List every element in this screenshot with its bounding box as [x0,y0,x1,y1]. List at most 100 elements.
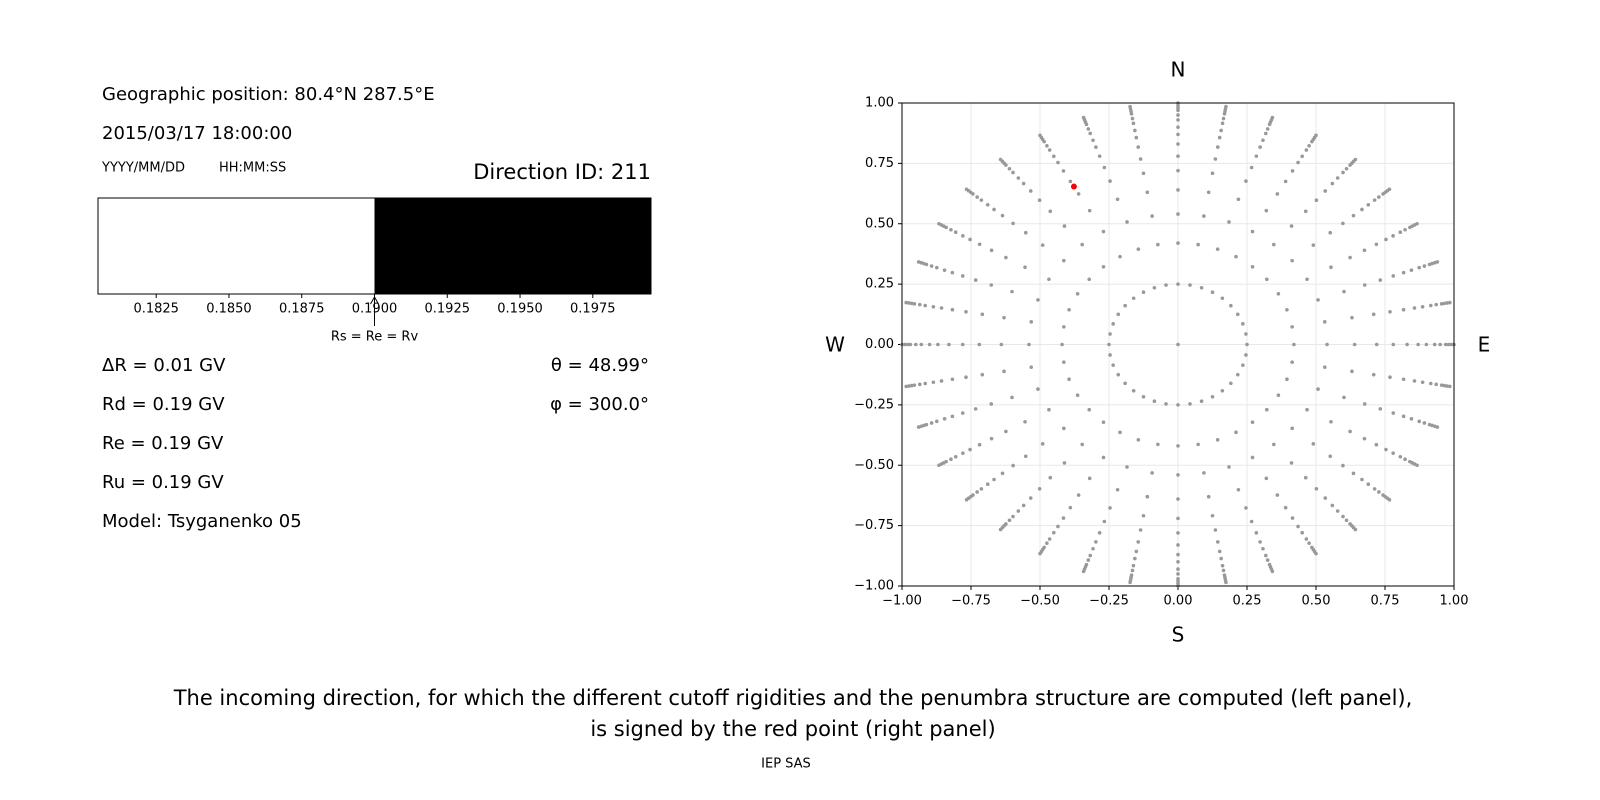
direction-point [1116,312,1121,317]
direction-point [950,307,955,312]
direction-point [1176,403,1180,407]
direction-point [1176,188,1180,192]
direction-point [1449,342,1454,347]
time-format: HH:MM:SS [219,161,286,176]
direction-point [1215,540,1220,544]
direction-point [1374,242,1379,247]
direction-point [937,463,941,468]
direction-point [1176,125,1180,129]
direction-point [1176,531,1180,535]
direction-point [1081,569,1086,574]
direction-point [1136,540,1141,544]
direction-point [1176,473,1180,477]
direction-point [909,383,914,388]
direction-point [1141,394,1146,399]
datetime: 2015/03/17 18:00:00 [102,123,292,144]
direction-point [1304,148,1309,152]
direction-point [1342,289,1346,294]
direction-point [1290,325,1294,329]
direction-point [1040,243,1045,247]
direction-point [1176,154,1180,158]
phi: φ = 300.0° [550,394,649,415]
direction-point [1023,265,1027,270]
direction-point [1314,551,1318,556]
direction-point [1176,560,1180,564]
direction-point [1401,307,1406,312]
direction-point [1152,399,1157,404]
direction-point [961,234,965,238]
x-tick-label: 0.1825 [133,302,179,317]
direction-point [1011,514,1015,519]
direction-point [960,411,965,415]
x-tick-label: 0.1950 [497,302,543,317]
direction-point [1245,342,1249,347]
direction-point [1290,516,1295,520]
direction-point [1329,419,1333,424]
direction-point [942,268,947,272]
direction-point [1021,181,1026,186]
direction-point [1000,213,1005,218]
direction-point [1335,176,1340,180]
direction-point [1250,229,1255,234]
direction-point [1102,519,1107,524]
direction-point [1439,302,1444,306]
direction-point [1398,230,1403,235]
model: Model: Tsyganenko 05 [102,511,302,532]
direction-point [1439,383,1444,387]
direction-point [927,342,932,347]
direction-point [1307,144,1311,148]
direction-point [1210,394,1215,399]
direction-point [1220,388,1225,393]
direction-point [1412,306,1417,310]
direction-point [1196,242,1200,247]
direction-point [1314,198,1319,203]
direction-point [1387,497,1392,502]
direction-point [1362,402,1367,406]
direction-point [1101,420,1106,424]
direction-point [964,375,968,380]
direction-point [1108,353,1112,357]
direction-point [973,407,978,411]
direction-point [1445,384,1449,388]
direction-point [1316,387,1320,391]
direction-point [1384,447,1388,452]
direction-point [939,379,944,383]
direction-point [992,477,996,482]
direction-point [1133,128,1137,133]
direction-point [1391,342,1396,347]
direction-point [1081,115,1086,120]
direction-point [1435,425,1440,429]
direction-point [975,490,979,494]
direction-point [1133,556,1137,561]
direction-point [1388,309,1392,314]
direction-point [1221,116,1226,121]
direction-point [1118,430,1122,435]
direction-point [1250,265,1255,269]
penumbra-segment [374,198,651,294]
direction-point [917,302,922,307]
direction-point [1422,421,1427,425]
x-tick-label: −1.00 [882,594,922,609]
direction-point [1220,121,1225,126]
direction-point [1305,407,1309,412]
direction-point [1263,131,1268,136]
direction-point [1366,202,1371,207]
direction-point [1023,230,1028,235]
direction-point [1446,342,1451,347]
direction-point [1422,264,1427,268]
direction-point [907,301,911,305]
compass-label: W [825,333,845,357]
direction-point [1403,457,1407,462]
direction-point [1094,145,1098,149]
direction-point [1016,509,1021,513]
direction-point [998,527,1003,532]
direction-point [1290,258,1294,263]
direction-point [1176,572,1180,576]
direction-point [1377,490,1381,494]
direction-point [1335,509,1340,513]
direction-point [934,419,939,424]
direction-point [1229,381,1233,386]
direction-point [1217,549,1222,554]
direction-point [1125,220,1129,224]
